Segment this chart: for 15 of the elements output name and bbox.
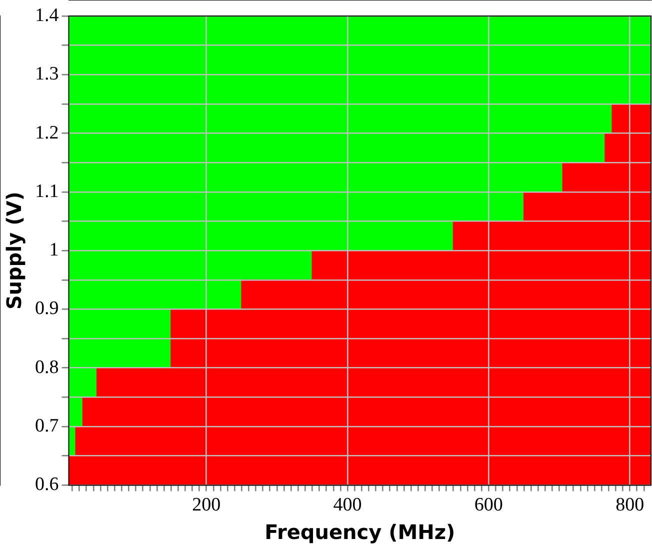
y-axis-title: Supply (V) <box>2 192 26 310</box>
y-tick-label: 1.2 <box>35 122 59 144</box>
y-tick-label: 0.9 <box>35 298 59 320</box>
y-tick-label: 0.8 <box>35 356 59 378</box>
x-tick-label: 400 <box>333 494 362 516</box>
y-tick-label: 1 <box>49 240 59 261</box>
y-tick-label: 1.1 <box>35 180 59 202</box>
x-tick-label: 800 <box>616 494 644 516</box>
y-tick-label: 0.6 <box>35 474 59 496</box>
x-tick-label: 600 <box>474 494 503 516</box>
y-tick-label: 0.7 <box>35 416 59 437</box>
y-tick-label: 1.4 <box>35 4 60 26</box>
y-tick-label: 1.3 <box>35 64 59 85</box>
x-axis-title: Frequency (MHz) <box>264 520 456 544</box>
x-tick-label: 200 <box>192 494 221 516</box>
